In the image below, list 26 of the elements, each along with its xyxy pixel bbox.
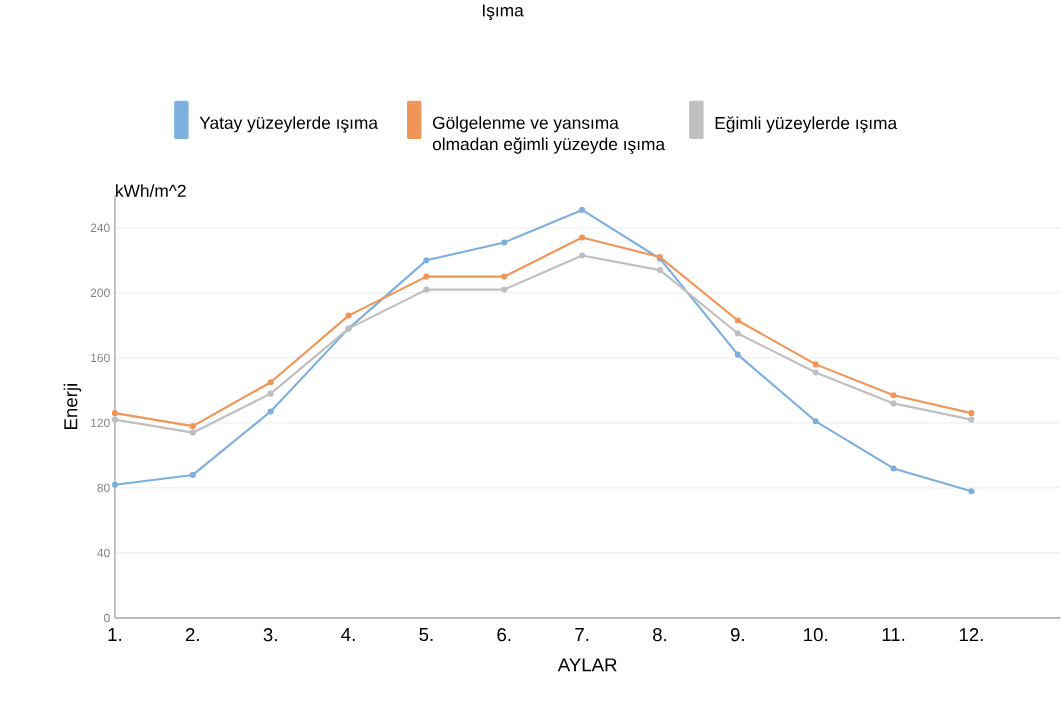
legend-label: Gölgelenme ve yansıma olmadan eğimli yüzeyde ışıma (432, 116, 666, 154)
x-tick-label: 6. (497, 628, 511, 642)
y-tick-label: 240 (90, 223, 110, 233)
x-axis-title: AYLAR (557, 658, 617, 672)
y-tick-label: 160 (91, 353, 110, 363)
annotation: kWh/m^2 (116, 184, 186, 197)
chart-title: Işıma (482, 4, 524, 21)
y-tick-label: 0 (104, 613, 110, 623)
legend-label: Yatay yüzeylerde ışıma (199, 116, 378, 133)
x-tick-label: 11. (882, 628, 905, 641)
legend-label: Eğimli yüzeylerde ışıma (715, 116, 898, 133)
y-tick-label: 120 (91, 418, 110, 428)
x-tick-label: 1. (108, 628, 122, 641)
x-tick-label: 4. (341, 628, 355, 641)
x-tick-label: 5. (419, 628, 433, 642)
x-tick-label: 7. (575, 628, 589, 641)
x-tick-label: 10. (804, 628, 827, 642)
y-tick-label: 200 (90, 288, 110, 298)
x-tick-label: 8. (653, 628, 667, 642)
y-tick-label: 40 (97, 548, 110, 558)
x-tick-label: 3. (263, 628, 277, 642)
x-tick-label: 12. (959, 628, 983, 642)
y-axis-title: Enerji (63, 384, 82, 429)
x-tick-label: 9. (730, 628, 744, 642)
y-tick-label: 80 (97, 483, 110, 493)
x-tick-label: 2. (185, 628, 199, 642)
